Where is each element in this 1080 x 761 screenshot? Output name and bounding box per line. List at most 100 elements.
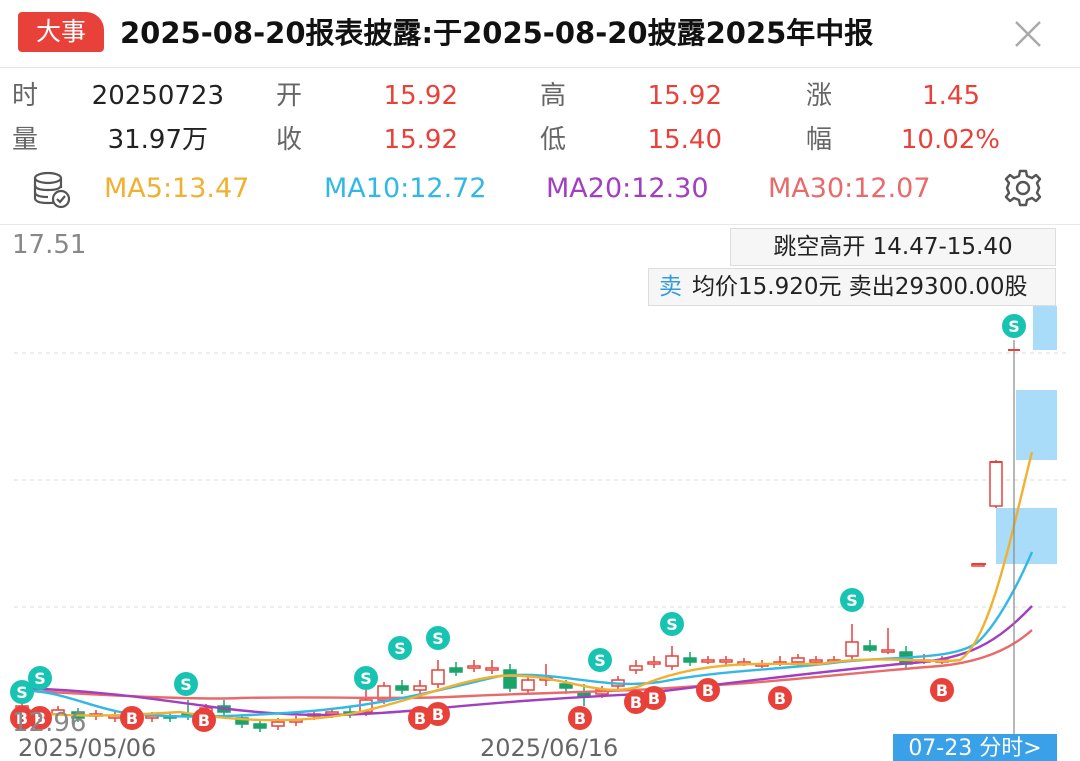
buy-signal-letter: B (126, 709, 138, 728)
candle-body (395, 685, 409, 691)
buy-signal-badge (408, 706, 432, 730)
candle-body (701, 659, 715, 663)
candle-body (809, 659, 823, 663)
candle-body (665, 655, 679, 667)
ma-line (13, 551, 1034, 718)
close-button[interactable] (1006, 12, 1050, 56)
ma-line (13, 605, 1033, 717)
crosshair (1008, 340, 1020, 761)
buy-signal-letter: B (34, 709, 46, 728)
sell-signal-badge (28, 666, 52, 690)
event-title[interactable]: 2025-08-20报表披露:于2025-08-20披露2025年中报 (120, 16, 874, 50)
buy-signal-letter: B (702, 681, 714, 700)
volume-value: 31.97万 (107, 125, 208, 155)
sell-signal-badge (354, 666, 378, 690)
buy-signal-letter: B (16, 709, 28, 728)
change-value: 1.45 (922, 81, 980, 111)
event-badge: 大事 (18, 12, 104, 52)
ma20-label: MA20:12.30 (546, 173, 709, 204)
sell-signal-letter: S (360, 669, 372, 688)
buy-signal-badge (426, 702, 450, 726)
settings-button[interactable] (1002, 167, 1044, 209)
ma30-label: MA30:12.07 (768, 173, 931, 204)
buy-signal-letter: B (648, 689, 660, 708)
sell-signal-letter: S (666, 615, 678, 634)
candle-body (989, 461, 1003, 507)
buy-signal-badge (768, 686, 792, 710)
candle-body (377, 685, 391, 701)
volume-bar (1016, 390, 1057, 460)
buy-signal-badge (120, 706, 144, 730)
buy-signal-badge (642, 686, 666, 710)
candle-body (271, 721, 285, 727)
buy-signal-letter: B (630, 693, 642, 712)
candle-body (881, 649, 895, 653)
candle-body (449, 667, 463, 673)
time-label: 时 (12, 81, 39, 111)
candle-body (467, 665, 481, 669)
sell-info: 卖均价15.920元 卖出29300.00股 (648, 268, 1056, 306)
volume-label: 量 (12, 125, 39, 155)
buy-signal-letter: B (574, 709, 586, 728)
sell-signal-letter: S (180, 675, 192, 694)
sell-signal-badge (426, 626, 450, 650)
intraday-button[interactable]: 07-23 分时> (893, 734, 1057, 761)
sell-signal-letter: S (34, 669, 46, 688)
candle-body (845, 641, 859, 657)
sell-signal-letter: S (846, 591, 858, 610)
time-value: 20250723 (91, 81, 224, 111)
ma10-label: MA10:12.72 (324, 173, 487, 204)
buy-signal-badge (192, 708, 216, 732)
database-check-icon[interactable] (32, 170, 72, 210)
low-value: 15.40 (647, 125, 722, 155)
open-label: 开 (276, 81, 303, 111)
close-icon (1015, 21, 1041, 47)
high-label: 高 (540, 81, 567, 111)
candle-body (629, 665, 643, 671)
sell-signal-letter: S (16, 683, 28, 702)
date-mid: 2025/06/16 (480, 734, 619, 761)
y-max-label: 17.51 (12, 230, 87, 260)
sell-signal-letter: S (432, 629, 444, 648)
buy-signal-badge (696, 678, 720, 702)
low-label: 低 (540, 125, 567, 155)
candle-body (485, 667, 499, 671)
candle-body (791, 657, 805, 663)
grid-lines (14, 352, 1066, 608)
ma5-label: MA5:13.47 (104, 173, 250, 204)
sell-signal-badge (588, 648, 612, 672)
sell-signal-badge (660, 612, 684, 636)
buy-signal-badge (930, 678, 954, 702)
buy-signal-letter: B (198, 711, 210, 730)
gear-icon (1004, 169, 1042, 207)
kline-chart[interactable] (0, 224, 1080, 761)
y-min-label: 12.96 (12, 708, 87, 738)
candle-body (647, 661, 661, 665)
buy-signal-badge (624, 690, 648, 714)
quote-stats: 时 20250723 开 15.92 高 15.92 涨 1.45 量 31.9… (0, 74, 1080, 164)
close-value: 15.92 (383, 125, 458, 155)
date-left: 2025/05/06 (18, 734, 157, 761)
gap-notice: 跳空高开 14.47-15.40 (730, 228, 1056, 266)
volume-profile (996, 306, 1057, 564)
sell-signal-badge (174, 672, 198, 696)
pct-label: 幅 (806, 125, 833, 155)
sell-signal-letter: S (1008, 317, 1020, 336)
sell-signal-letter: S (394, 639, 406, 658)
candle-body (431, 669, 445, 685)
event-header: 大事 2025-08-20报表披露:于2025-08-20披露2025年中报 (0, 0, 1080, 68)
pct-value: 10.02% (900, 125, 1000, 155)
sell-signal-badge (10, 680, 34, 704)
buy-signal-letter: B (432, 705, 444, 724)
buy-signal-letter: B (414, 709, 426, 728)
buy-signal-badge (28, 706, 52, 730)
buy-signal-letter: B (774, 689, 786, 708)
candle-body (521, 679, 535, 691)
candle-body (253, 723, 267, 729)
candle-body (503, 669, 517, 689)
ma-line (13, 629, 1033, 700)
volume-bar (1033, 306, 1057, 350)
candle-body (413, 685, 427, 691)
